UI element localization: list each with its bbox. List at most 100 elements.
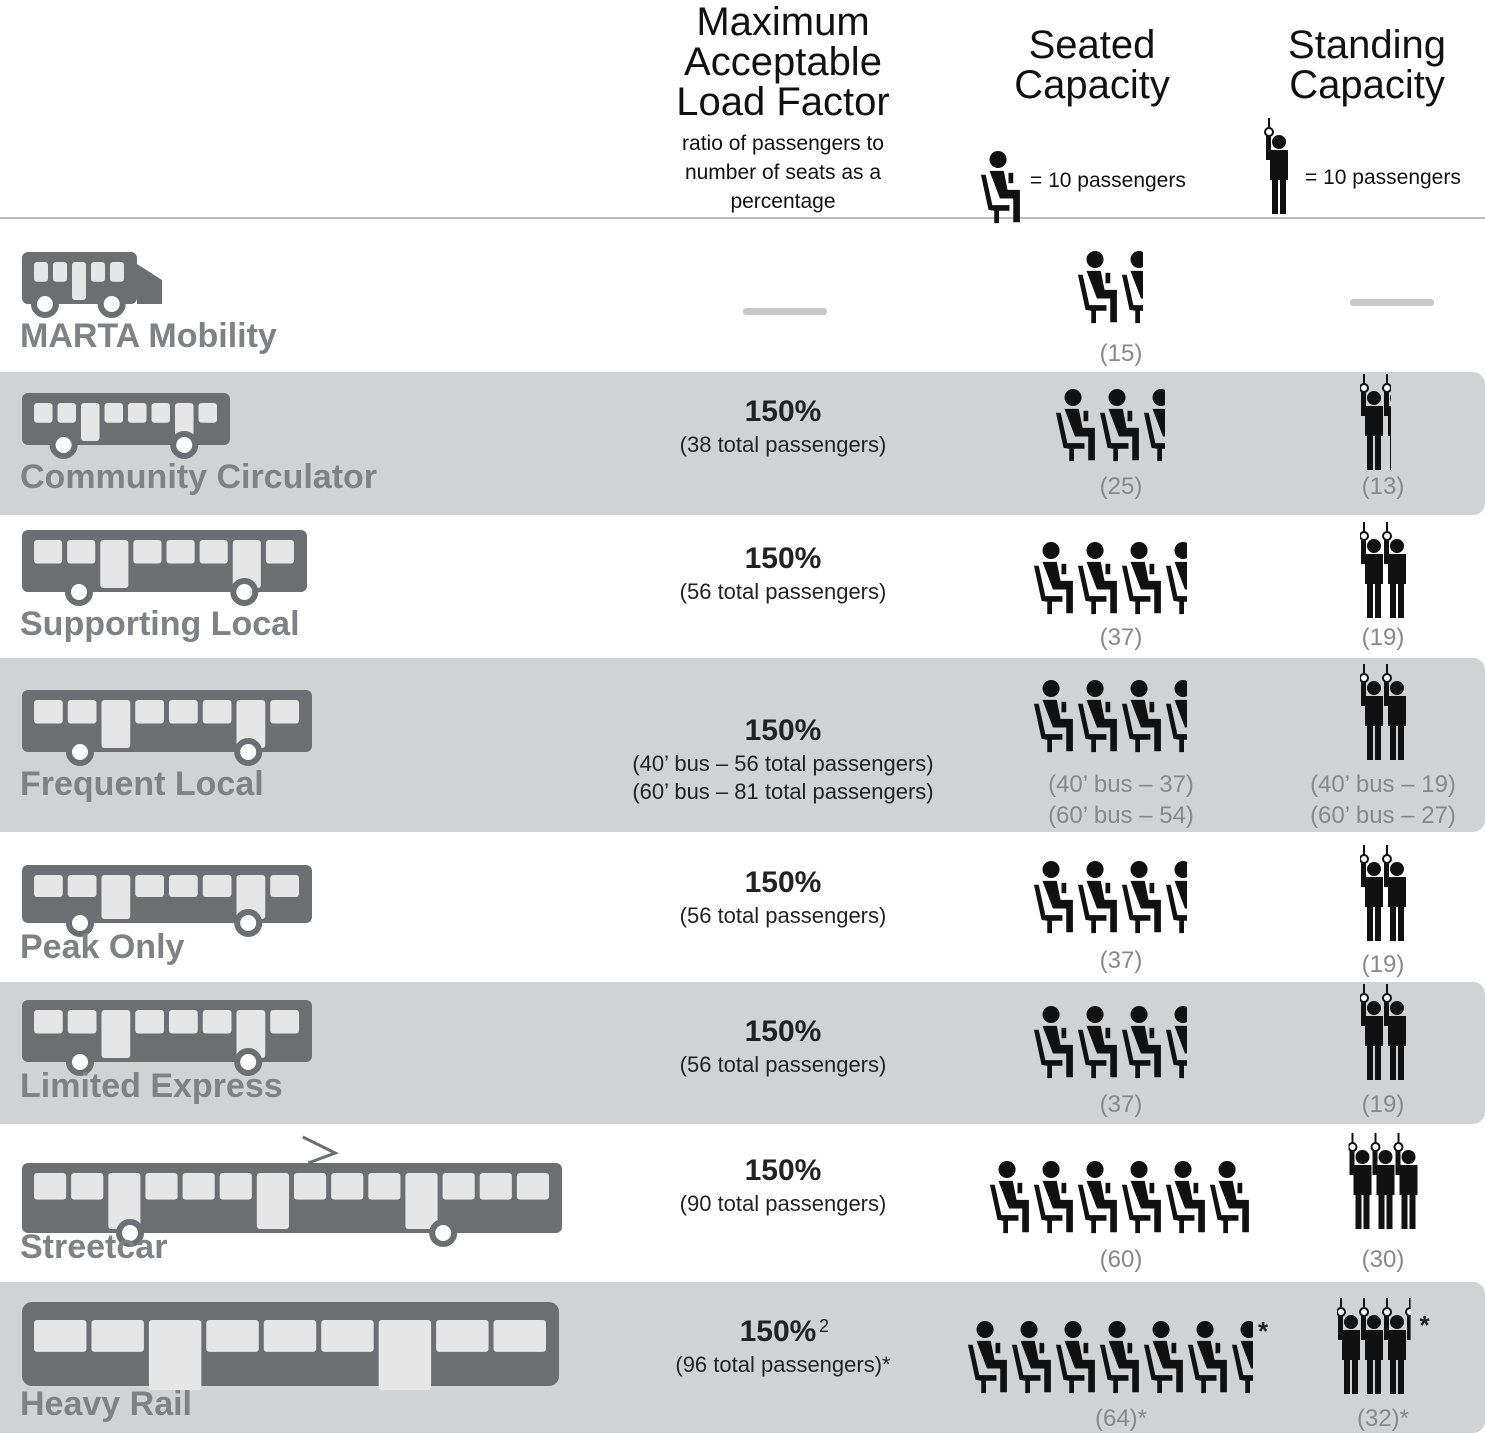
standing-capacity: (30) (1362, 1246, 1405, 1273)
vehicle-window (321, 1320, 374, 1352)
vehicle-icon (22, 530, 307, 606)
seated-icon (1165, 679, 1187, 753)
icon-leg (1375, 1358, 1381, 1394)
icon-body (1064, 408, 1095, 461)
vehicle-body (22, 1000, 312, 1062)
icon-chair (989, 1184, 1019, 1234)
icon-leg (1367, 1044, 1373, 1080)
vehicle-window (100, 540, 129, 588)
vehicle-wheel (234, 1048, 263, 1076)
icon-head (1152, 1320, 1170, 1339)
standing-icon (1360, 522, 1383, 618)
icon-head (1390, 539, 1404, 553)
standing-capacity: (60’ bus – 27) (1310, 802, 1456, 829)
icon-phone (1171, 1342, 1177, 1354)
vehicle-body (22, 865, 312, 923)
icon-group (1360, 664, 1406, 760)
icon-body (1086, 699, 1117, 752)
load-detail: (56 total passengers) (680, 579, 887, 604)
icon-head (1086, 1005, 1104, 1024)
icon-head (1174, 541, 1187, 560)
row-label: Frequent Local (20, 765, 264, 803)
icon-head (1174, 679, 1187, 698)
legend (1264, 118, 1288, 214)
icon-body (1130, 1180, 1161, 1233)
seated-icon (1033, 860, 1073, 934)
icon-note: * (1420, 1310, 1431, 1340)
icon-body (1388, 406, 1392, 436)
load-detail: (56 total passengers) (680, 1052, 887, 1077)
icon-handle (1359, 1307, 1369, 1317)
icon-handle (1382, 1307, 1392, 1317)
icon-head (1064, 1320, 1082, 1339)
seated-icon (1055, 388, 1095, 462)
icon-body (1130, 699, 1161, 752)
icon-body (1130, 1025, 1161, 1078)
icon-leg (1401, 1193, 1408, 1229)
icon-handle (1360, 673, 1369, 683)
vehicle-window (263, 1320, 317, 1352)
icon-phone (1193, 1182, 1199, 1194)
seated-icon (1011, 1320, 1051, 1394)
vehicle-icon (22, 252, 162, 318)
icon-phone (1039, 1342, 1045, 1354)
icon-arm (1372, 1151, 1378, 1175)
icon-head (1218, 1160, 1236, 1179)
icon-leg (1355, 1193, 1362, 1229)
vehicle-window (169, 875, 198, 898)
icon-body (1365, 554, 1383, 584)
vehicle-window (34, 1173, 67, 1200)
vehicle-window (256, 1173, 289, 1229)
icon-head (1272, 135, 1286, 149)
vehicle-window (516, 1173, 549, 1200)
icon-leg (1367, 1358, 1373, 1394)
legend (980, 150, 1020, 224)
vehicle-body (22, 690, 312, 752)
icon-body (1174, 1180, 1205, 1233)
vehicle-window (294, 1173, 327, 1200)
load-value: 150% (745, 866, 822, 899)
seated-icon (1033, 1160, 1073, 1234)
standing-capacity: (13) (1362, 473, 1405, 500)
vehicle-wheel (49, 431, 78, 459)
icon-chair (1077, 1184, 1107, 1234)
standing-icon (1360, 374, 1383, 470)
icon-body (1108, 408, 1139, 461)
vehicle-window (34, 403, 53, 423)
icon-group (1360, 984, 1406, 1080)
icon-phone (995, 1342, 1001, 1354)
vehicle-window (219, 1173, 252, 1200)
icon-chair (1165, 703, 1187, 753)
column-note: percentage (730, 190, 835, 213)
icon-phone (1105, 272, 1111, 284)
icon-handle (1337, 1307, 1346, 1317)
icon-phone (1061, 882, 1067, 894)
standing-capacity: (19) (1362, 1091, 1405, 1118)
icon-body (1196, 1340, 1227, 1393)
icon-body (1365, 696, 1383, 726)
icon-chair (1121, 565, 1151, 615)
vehicle-window (148, 1320, 202, 1390)
icon-leg (1367, 905, 1373, 941)
icon-head (976, 1320, 994, 1339)
seated-icon (1099, 1320, 1139, 1394)
icon-phone (1127, 1342, 1133, 1354)
dash (743, 308, 827, 315)
vehicle-window (34, 700, 63, 724)
vehicle-window (133, 540, 162, 564)
vehicle-wheel (66, 738, 94, 766)
standing-icon (1360, 984, 1383, 1080)
vehicle-window (135, 875, 164, 898)
vehicle-window (101, 1010, 131, 1058)
icon-handle (1382, 531, 1392, 541)
load-detail: (40’ bus – 56 total passengers) (632, 751, 933, 776)
icon-phone (1105, 701, 1111, 713)
vehicle-window (91, 262, 105, 282)
vehicle-window (436, 1320, 489, 1352)
icon-head (1390, 394, 1392, 402)
icon-head (1390, 1001, 1404, 1015)
icon-phone (1194, 883, 1199, 893)
vehicle-window (236, 700, 266, 748)
icon-head (1042, 860, 1060, 879)
vehicle-window (236, 875, 266, 919)
